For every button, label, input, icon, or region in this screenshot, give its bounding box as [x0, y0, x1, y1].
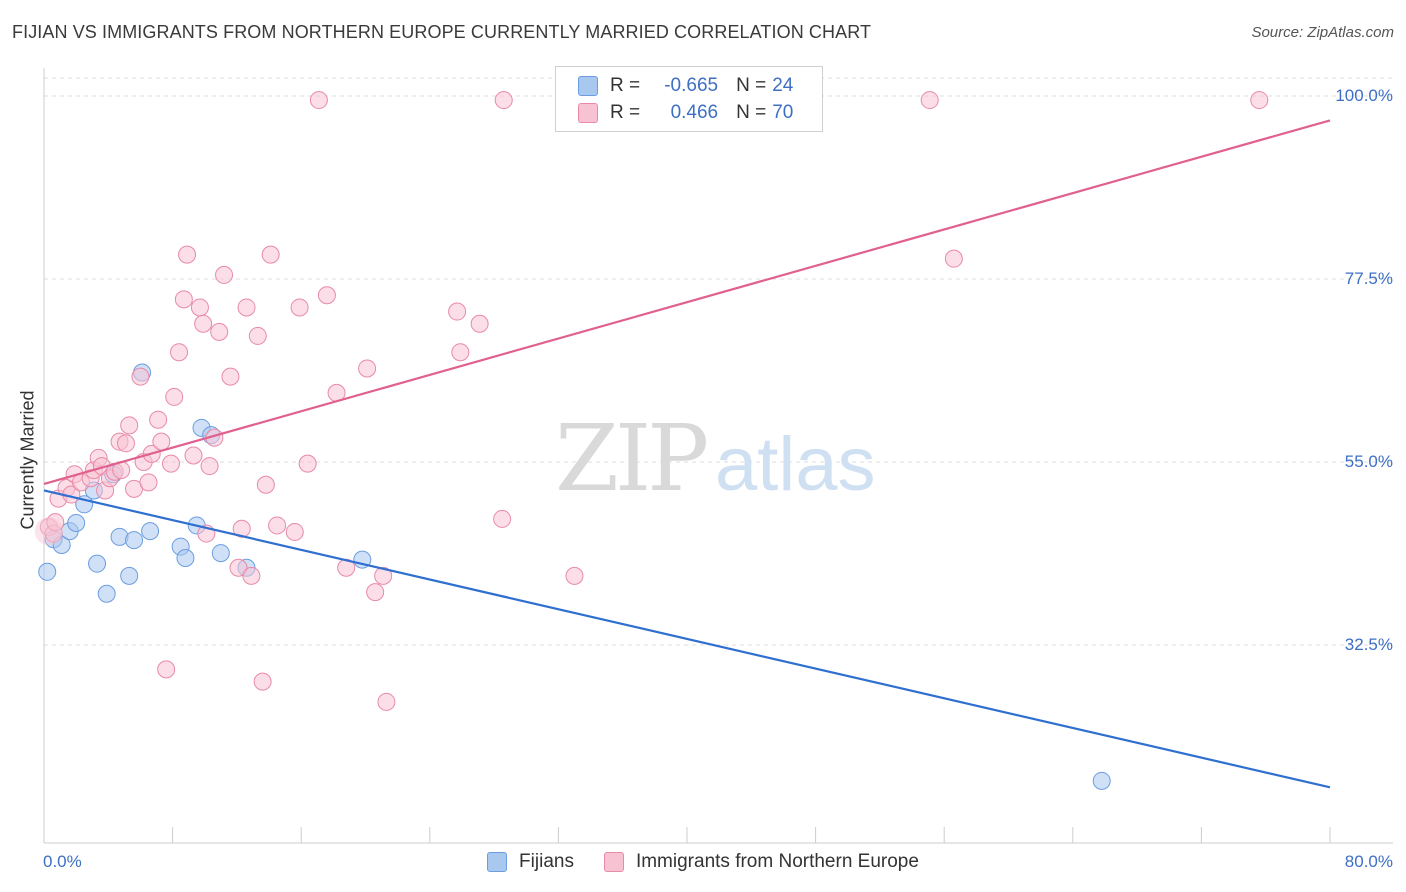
- chart-title: FIJIAN VS IMMIGRANTS FROM NORTHERN EUROP…: [12, 22, 872, 42]
- immigrant-point-29[interactable]: [170, 343, 189, 362]
- legend-n-label: N =: [736, 102, 767, 123]
- watermark-zip: ZIP: [555, 405, 706, 512]
- immigrant-point-66[interactable]: [565, 566, 584, 585]
- fijian-point-8[interactable]: [97, 584, 116, 603]
- stats-legend: R = -0.665 N = 24 R = 0.466 N = 70: [555, 66, 823, 132]
- immigrant-point-31[interactable]: [178, 245, 197, 264]
- immigrant-point-41[interactable]: [229, 558, 248, 577]
- immigrant-point-50[interactable]: [285, 522, 304, 541]
- immigrant-point-2[interactable]: [46, 513, 65, 532]
- immigrant-point-43[interactable]: [237, 298, 256, 317]
- legend-row-fijians: R = -0.665 N = 24: [578, 73, 793, 99]
- legend-swatch-immigrants: [578, 103, 598, 123]
- legend-label-immigrants: Immigrants from Northern Europe: [635, 851, 919, 872]
- legend-swatch-fijians: [487, 852, 508, 872]
- legend-swatch-fijians: [578, 76, 598, 96]
- immigrant-point-20[interactable]: [131, 367, 150, 386]
- immigrant-point-65[interactable]: [493, 509, 512, 528]
- immigrant-point-64[interactable]: [470, 314, 489, 333]
- immigrant-point-32[interactable]: [184, 446, 203, 465]
- x-tick-label-max: 80.0%: [1344, 852, 1393, 871]
- immigrant-point-47[interactable]: [256, 475, 275, 494]
- immigrant-point-51[interactable]: [290, 298, 309, 317]
- immigrant-point-45[interactable]: [248, 326, 267, 345]
- legend-r-value: -0.665: [664, 75, 719, 96]
- immigrant-point-38[interactable]: [210, 322, 229, 341]
- axes: [43, 68, 1393, 844]
- immigrant-point-53[interactable]: [317, 286, 336, 305]
- fijian-point-12[interactable]: [125, 531, 144, 550]
- legend-n-label: N =: [736, 75, 767, 96]
- source-label[interactable]: Source: ZipAtlas.com: [1251, 24, 1394, 41]
- immigrant-cluster-point: [34, 517, 63, 546]
- watermark-atlas: atlas: [715, 422, 876, 507]
- immigrant-point-27[interactable]: [161, 454, 180, 473]
- immigrant-point-69[interactable]: [1250, 91, 1269, 110]
- immigrant-point-34[interactable]: [194, 314, 213, 333]
- immigrant-point-59[interactable]: [377, 692, 396, 711]
- fijian-point-0[interactable]: [38, 562, 57, 581]
- immigrant-point-48[interactable]: [261, 245, 280, 264]
- y-axis-label: Currently Married: [17, 390, 38, 530]
- immigrant-point-57[interactable]: [366, 583, 385, 602]
- y-tick-label-2: 55.0%: [1344, 452, 1393, 471]
- fijian-trend-line: [43, 489, 1331, 789]
- immigrant-point-63[interactable]: [451, 343, 470, 362]
- fijian-point-20[interactable]: [211, 544, 230, 563]
- immigrant-point-61[interactable]: [494, 91, 513, 110]
- immigrant-point-17[interactable]: [116, 434, 135, 453]
- immigrant-trend-line: [43, 119, 1331, 486]
- legend-n-value: 24: [772, 75, 794, 96]
- immigrant-point-67[interactable]: [920, 91, 939, 110]
- fijian-point-11[interactable]: [120, 566, 139, 585]
- immigrant-point-22[interactable]: [139, 473, 158, 492]
- immigrant-point-56[interactable]: [358, 359, 377, 378]
- immigrant-point-58[interactable]: [374, 566, 393, 585]
- immigrant-point-26[interactable]: [157, 660, 176, 679]
- immigrant-point-40[interactable]: [221, 367, 240, 386]
- immigrant-point-46[interactable]: [253, 672, 272, 691]
- fijian-point-4[interactable]: [67, 514, 86, 532]
- immigrant-point-39[interactable]: [215, 265, 234, 284]
- immigrant-point-28[interactable]: [165, 387, 184, 406]
- immigrant-point-60[interactable]: [309, 91, 328, 110]
- immigrant-point-44[interactable]: [242, 566, 261, 585]
- immigrant-point-25[interactable]: [152, 432, 171, 451]
- legend-swatch-immigrants: [603, 852, 624, 872]
- immigrant-point-52[interactable]: [298, 454, 317, 473]
- immigrant-point-62[interactable]: [448, 302, 467, 321]
- y-tick-label-3: 32.5%: [1344, 635, 1393, 654]
- legend-row-immigrants: R = 0.466 N = 70: [578, 100, 793, 126]
- immigrant-point-49[interactable]: [268, 516, 287, 535]
- immigrant-point-24[interactable]: [149, 410, 168, 429]
- fijian-point-16[interactable]: [176, 548, 195, 567]
- series-legend: Fijians Immigrants from Northern Europe: [0, 851, 1406, 873]
- immigrant-point-18[interactable]: [120, 416, 139, 435]
- legend-r-label: R =: [610, 102, 641, 123]
- legend-n-value: 70: [772, 102, 794, 123]
- x-tick-label-min: 0.0%: [43, 852, 82, 871]
- legend-item-fijians[interactable]: Fijians: [487, 851, 574, 873]
- fijian-point-14[interactable]: [141, 522, 160, 541]
- immigrant-point-30[interactable]: [174, 290, 193, 309]
- fijian-point-7[interactable]: [88, 554, 107, 573]
- legend-r-value: 0.466: [670, 102, 719, 123]
- immigrant-point-36[interactable]: [200, 457, 219, 476]
- fijian-point-23[interactable]: [1092, 771, 1111, 790]
- immigrant-point-68[interactable]: [944, 249, 963, 268]
- legend-r-label: R =: [610, 75, 641, 96]
- y-tick-label-0: 100.0%: [1335, 86, 1393, 105]
- immigrant-point-33[interactable]: [190, 298, 209, 317]
- y-tick-label-1: 77.5%: [1344, 269, 1393, 288]
- legend-label-fijians: Fijians: [519, 851, 574, 872]
- trend-lines: [43, 119, 1331, 789]
- legend-item-immigrants[interactable]: Immigrants from Northern Europe: [603, 851, 919, 873]
